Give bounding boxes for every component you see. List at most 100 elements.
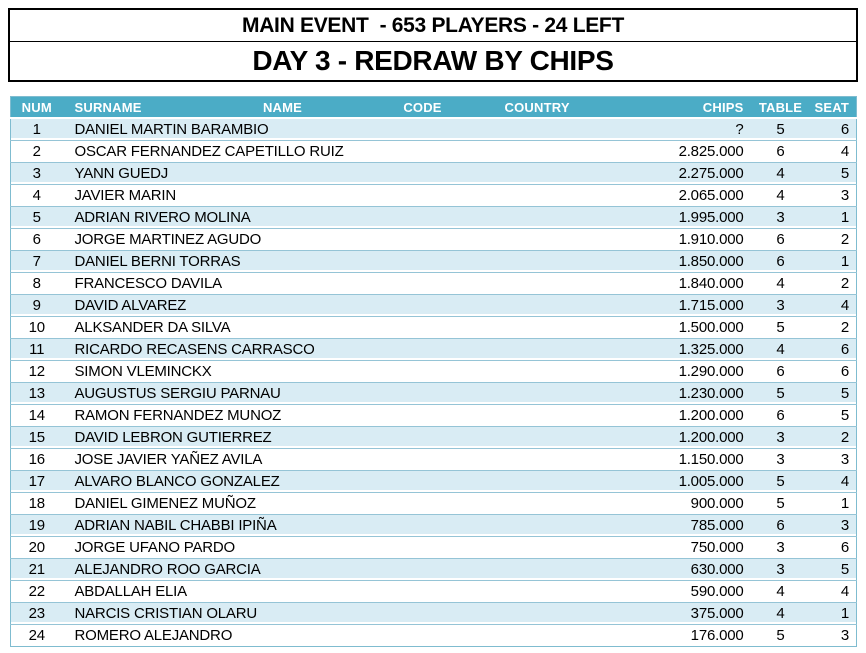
cell-num: 11 [10, 338, 63, 361]
cell-country [492, 470, 653, 493]
table-row: 23 NARCIS CRISTIAN OLARU 375.000 4 1 [10, 602, 857, 625]
table-row: 18 DANIEL GIMENEZ MUÑOZ 900.000 5 1 [10, 492, 857, 515]
cell-country [492, 536, 653, 559]
cell-code [352, 558, 493, 581]
cell-name [212, 448, 353, 471]
cell-table: 6 [750, 228, 811, 251]
cell-num: 19 [10, 514, 63, 537]
cell-num: 2 [10, 140, 63, 163]
cell-chips: 1.850.000 [652, 250, 751, 273]
col-header-code: CODE [352, 96, 493, 119]
cell-seat: 4 [810, 294, 857, 317]
cell-seat: 4 [810, 580, 857, 603]
cell-country [492, 514, 653, 537]
table-row: 1 DANIEL MARTIN BARAMBIO? 5 6 [10, 118, 857, 141]
cell-name [212, 206, 353, 229]
cell-country [492, 316, 653, 339]
cell-num: 18 [10, 492, 63, 515]
cell-code [352, 448, 493, 471]
table-row: 9 DAVID ALVAREZ 1.715.000 3 4 [10, 294, 857, 317]
table-row: 12 SIMON VLEMINCKX 1.290.000 6 6 [10, 360, 857, 383]
cell-code [352, 580, 493, 603]
cell-seat: 2 [810, 272, 857, 295]
cell-seat: 1 [810, 206, 857, 229]
cell-num: 3 [10, 162, 63, 185]
cell-name [212, 228, 353, 251]
cell-table: 3 [750, 558, 811, 581]
cell-name [212, 184, 353, 207]
cell-name [212, 602, 353, 625]
cell-name [212, 580, 353, 603]
table-row: 17 ALVARO BLANCO GONZALEZ 1.005.000 5 4 [10, 470, 857, 493]
cell-chips: 1.840.000 [652, 272, 751, 295]
cell-country [492, 184, 653, 207]
cell-code [352, 624, 493, 647]
cell-chips: 1.230.000 [652, 382, 751, 405]
cell-code [352, 272, 493, 295]
cell-seat: 2 [810, 426, 857, 449]
table-row: 10 ALKSANDER DA SILVA 1.500.000 5 2 [10, 316, 857, 339]
cell-seat: 1 [810, 602, 857, 625]
cell-country [492, 338, 653, 361]
table-row: 4 JAVIER MARIN 2.065.000 4 3 [10, 184, 857, 207]
cell-name [212, 272, 353, 295]
cell-table: 3 [750, 448, 811, 471]
cell-chips: 2.065.000 [652, 184, 751, 207]
table-row: 22 ABDALLAH ELIA 590.000 4 4 [10, 580, 857, 603]
cell-num: 12 [10, 360, 63, 383]
cell-table: 4 [750, 184, 811, 207]
cell-num: 8 [10, 272, 63, 295]
col-header-seat: SEAT [810, 96, 857, 119]
table-row: 13 AUGUSTUS SERGIU PARNAU 1.230.000 5 5 [10, 382, 857, 405]
cell-seat: 5 [810, 382, 857, 405]
cell-table: 3 [750, 426, 811, 449]
cell-name [212, 558, 353, 581]
cell-surname: ALKSANDER DA SILVA [62, 316, 231, 339]
cell-table: 3 [750, 536, 811, 559]
col-header-chips: CHIPS [652, 96, 751, 119]
table-row: 8 FRANCESCO DAVILA 1.840.000 4 2 [10, 272, 857, 295]
col-header-num: NUM [10, 96, 63, 119]
cell-seat: 6 [810, 118, 857, 141]
cell-name [212, 360, 353, 383]
cell-surname: ADRIAN NABIL CHABBI IPIÑA [62, 514, 277, 537]
cell-name [212, 514, 353, 537]
cell-seat: 6 [810, 536, 857, 559]
cell-num: 20 [10, 536, 63, 559]
cell-country [492, 250, 653, 273]
cell-seat: 3 [810, 184, 857, 207]
event-title: MAIN EVENT - 653 PLAYERS - 24 LEFT [10, 10, 856, 42]
cell-table: 6 [750, 360, 811, 383]
table-row: 24 ROMERO ALEJANDRO 176.000 5 3 [10, 624, 857, 647]
cell-code [352, 228, 493, 251]
cell-name [212, 162, 353, 185]
cell-country [492, 140, 653, 163]
table-row: 2 OSCAR FERNANDEZ CAPETILLO RUIZ 2.825.000… [10, 140, 857, 163]
cell-seat: 1 [810, 492, 857, 515]
cell-chips: 1.150.000 [652, 448, 751, 471]
table-row: 21 ALEJANDRO ROO GARCIA 630.000 3 5 [10, 558, 857, 581]
cell-name [212, 536, 353, 559]
cell-seat: 2 [810, 316, 857, 339]
cell-code [352, 382, 493, 405]
cell-code [352, 140, 493, 163]
cell-num: 7 [10, 250, 63, 273]
cell-chips: 1.200.000 [652, 426, 751, 449]
cell-country [492, 624, 653, 647]
cell-code [352, 206, 493, 229]
table-row: 3 YANN GUEDJ 2.275.000 4 5 [10, 162, 857, 185]
redraw-table: NUM SURNAME NAME CODE COUNTRY CHIPS TABL… [10, 96, 857, 647]
cell-num: 14 [10, 404, 63, 427]
cell-seat: 5 [810, 404, 857, 427]
cell-table: 5 [750, 316, 811, 339]
cell-name [212, 250, 353, 273]
cell-num: 15 [10, 426, 63, 449]
cell-chips: 375.000 [652, 602, 751, 625]
cell-country [492, 448, 653, 471]
cell-num: 23 [10, 602, 63, 625]
cell-surname: ALVARO BLANCO GONZALEZ [62, 470, 280, 493]
cell-chips: 1.910.000 [652, 228, 751, 251]
col-header-table: TABLE [750, 96, 811, 119]
cell-chips: 176.000 [652, 624, 751, 647]
cell-num: 10 [10, 316, 63, 339]
